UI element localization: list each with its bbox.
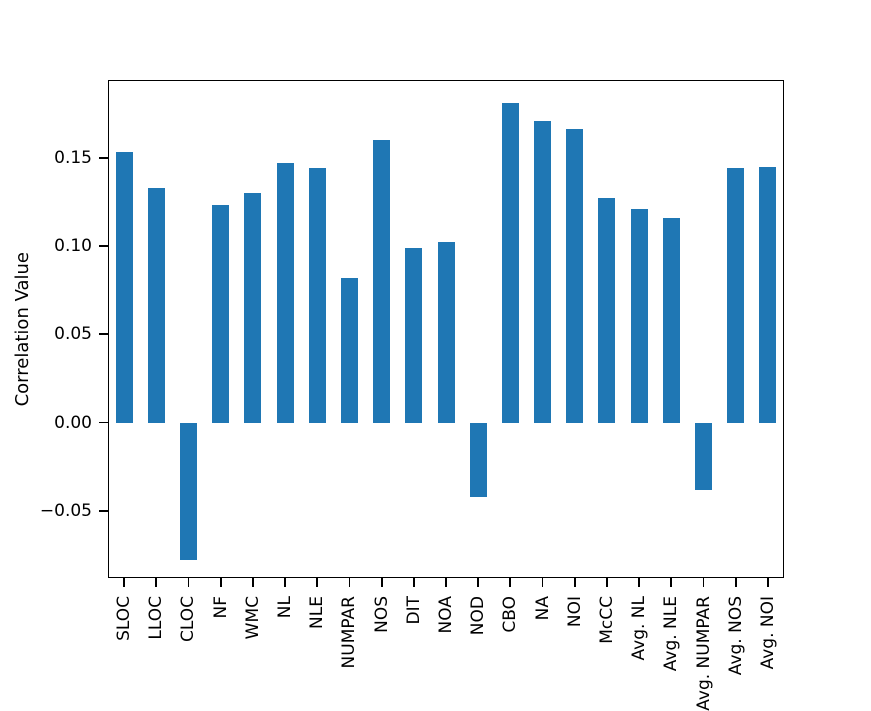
x-tick-label: NOA <box>436 596 456 634</box>
x-tick-mark <box>412 578 415 587</box>
x-tick-mark <box>219 578 222 587</box>
y-tick-mark <box>99 333 108 336</box>
x-tick-label: NLE <box>307 596 328 629</box>
x-tick-label: NL <box>275 596 296 619</box>
bar-lloc <box>147 187 165 423</box>
x-tick-mark <box>509 578 512 587</box>
x-tick-label: McCC <box>596 596 617 644</box>
x-tick-mark <box>123 578 125 587</box>
x-tick-label: NOI <box>564 596 585 628</box>
x-tick-mark <box>380 578 383 587</box>
x-tick-label: Avg. NLE <box>661 596 682 672</box>
y-tick-mark <box>99 421 108 424</box>
x-tick-label: NA <box>532 596 553 621</box>
bar-mccc <box>598 198 616 423</box>
y-tick-label: 0.05 <box>54 324 92 345</box>
y-tick-label: −0.05 <box>39 500 92 521</box>
bar-avg-nle <box>662 217 680 423</box>
x-tick-mark <box>573 578 576 587</box>
x-tick-label: Avg. NL <box>629 596 650 661</box>
bar-nle <box>308 168 326 423</box>
y-tick-mark <box>99 509 108 512</box>
x-tick-mark <box>541 578 544 587</box>
bar-wmc <box>244 193 262 423</box>
x-tick-label: NOS <box>371 596 392 633</box>
x-tick-label: SLOC <box>114 596 135 641</box>
bar-noi <box>566 129 584 423</box>
x-tick-mark <box>670 578 673 587</box>
x-tick-label: Avg. NOI <box>757 596 778 670</box>
y-tick-label: 0.10 <box>54 236 92 256</box>
x-tick-label: DIT <box>403 596 424 625</box>
bar-noa <box>437 242 455 423</box>
x-tick-label: CBO <box>500 596 521 633</box>
bar-cloc <box>179 422 197 561</box>
x-tick-label: NF <box>210 596 231 619</box>
bar-na <box>534 120 552 423</box>
y-tick-label: 0.15 <box>54 147 92 168</box>
bar-avg-noi <box>759 166 777 423</box>
x-tick-mark <box>445 578 447 587</box>
x-tick-mark <box>734 578 737 587</box>
x-tick-label: Avg. NUMPAR <box>693 596 714 711</box>
x-tick-mark <box>316 578 319 587</box>
x-tick-label: CLOC <box>178 596 199 642</box>
x-tick-mark <box>155 578 158 587</box>
x-tick-mark <box>348 578 351 587</box>
bar-chart-figure: Correlation Value SLOC LLOC CLOC NF WMC NL NLE… <box>12 80 784 711</box>
bar-nos <box>373 140 391 423</box>
bar-nf <box>212 205 230 423</box>
x-tick-mark <box>187 578 190 587</box>
x-tick-mark <box>251 578 254 587</box>
y-tick-label: 0.00 <box>54 412 92 433</box>
x-tick-mark <box>477 578 480 587</box>
x-tick-label: NUMPAR <box>339 596 360 669</box>
x-tick-mark <box>702 578 705 587</box>
bar-nod <box>469 422 487 497</box>
bar-avg-nl <box>630 208 648 423</box>
bar-nl <box>276 163 294 423</box>
x-tick-label: Avg. NOS <box>725 596 746 676</box>
x-tick-label: WMC <box>242 596 263 640</box>
x-tick-label: NOD <box>468 596 489 636</box>
bar-numpar <box>340 277 358 423</box>
x-tick-mark <box>638 578 641 587</box>
bar-dit <box>405 247 423 423</box>
y-tick-mark <box>99 245 108 247</box>
bar-avg-numpar <box>695 422 713 490</box>
x-tick-mark <box>284 578 286 587</box>
bar-avg-nos <box>727 168 745 423</box>
x-tick-mark <box>767 578 769 587</box>
bar-sloc <box>115 152 133 423</box>
y-tick-mark <box>99 156 108 159</box>
x-tick-mark <box>606 578 608 587</box>
x-tick-label: LLOC <box>146 596 167 640</box>
bar-cbo <box>501 102 519 423</box>
